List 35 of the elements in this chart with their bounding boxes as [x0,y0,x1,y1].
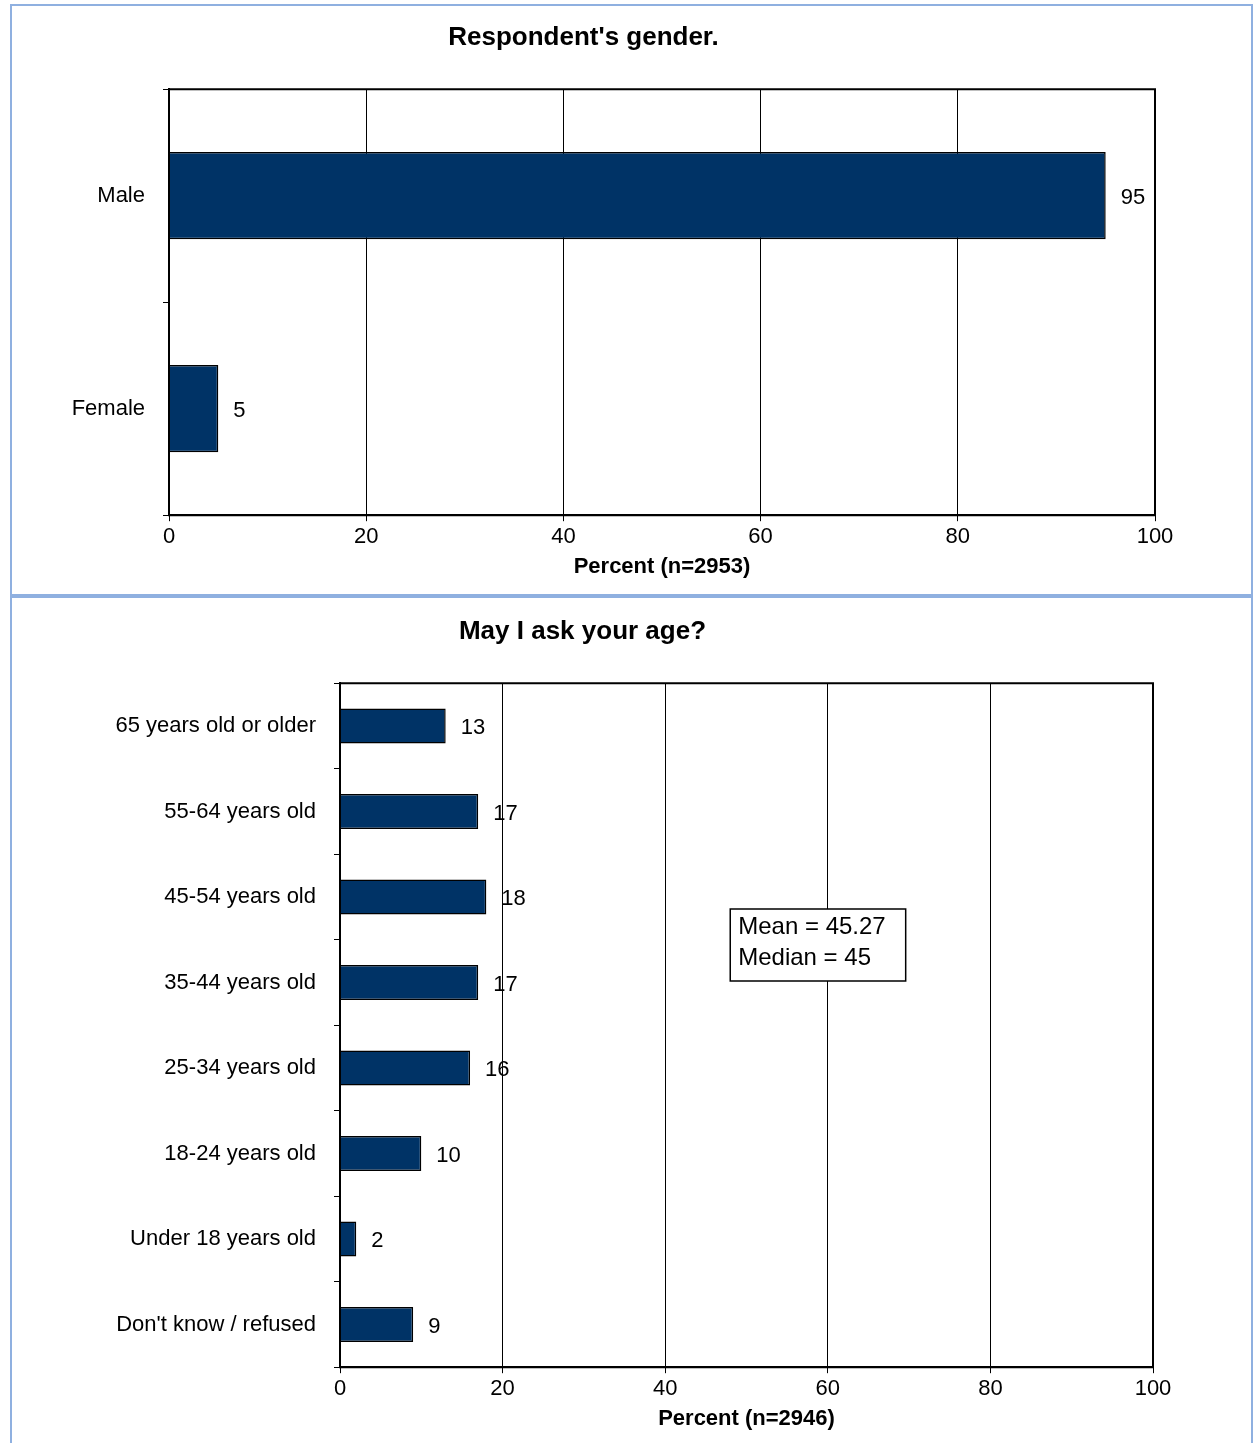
y-tick-label: 18-24 years old [164,1139,316,1165]
data-label: 13 [460,714,486,740]
x-tick-label: 20 [490,1375,515,1401]
y-tick-label: Female [71,394,145,420]
x-tick-label: 0 [162,523,176,549]
y-tick-label: Under 18 years old [130,1225,316,1251]
x-axis-title: Percent (n=2946) [658,1404,835,1430]
y-tick-label: 25-34 years old [164,1054,316,1080]
x-tick-label: 40 [551,523,576,549]
x-tick-label: 40 [652,1375,678,1401]
data-label: 2 [371,1227,384,1253]
chart-title: May I ask your age? [458,614,707,645]
data-label: 10 [436,1141,461,1167]
x-tick-label: 60 [815,1375,841,1401]
data-label: 95 [1120,183,1146,209]
x-tick-label: 100 [1134,1375,1172,1401]
y-tick-label: Don't know / refused [116,1310,316,1336]
chart-title: Respondent's gender. [448,20,719,51]
x-tick-label: 100 [1136,523,1174,549]
data-label: 5 [233,396,246,422]
x-tick-label: 60 [748,523,773,549]
x-axis-title: Percent (n=2953) [573,552,751,578]
y-tick-label: 55-64 years old [164,797,316,823]
y-tick-label: 35-44 years old [164,968,316,994]
x-tick-label: 20 [353,523,379,549]
x-tick-label: 80 [945,523,971,549]
data-label: 18 [501,885,526,911]
y-tick-label: Male [97,181,145,207]
y-tick-label: 65 years old or older [115,712,316,738]
y-tick-label: 45-54 years old [164,883,316,909]
data-label: 9 [428,1312,441,1338]
x-tick-label: 80 [978,1375,1003,1401]
x-tick-label: 0 [333,1375,347,1401]
annotation: Median = 45 [738,942,872,970]
annotation: Mean = 45.27 [738,911,886,939]
